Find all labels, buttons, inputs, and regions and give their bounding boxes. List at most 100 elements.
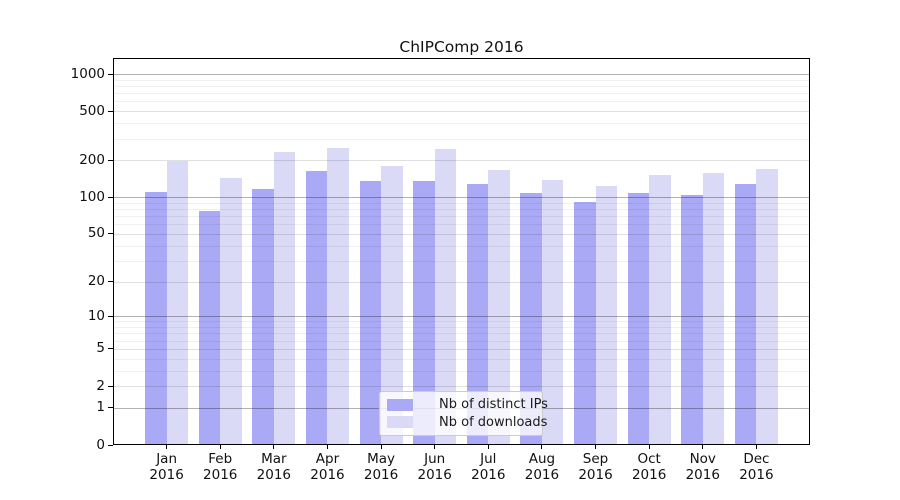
decade-grid-line [114,74,809,75]
x-tick-mark [595,445,597,449]
y-tick-mark [108,407,113,409]
x-tick-label: Oct 2016 [631,451,667,483]
minor-grid-line [114,358,809,360]
legend-swatch-distinct-ips [387,398,413,411]
legend-swatch-downloads [387,416,413,429]
minor-grid-line [114,245,809,247]
y-tick-label: 1 [96,399,105,416]
x-tick-label: Nov 2016 [685,451,720,483]
x-tick-mark [702,445,704,449]
x-tick-label: Apr 2016 [310,451,345,483]
tick-grid-line [114,386,809,387]
bar-downloads [702,173,725,444]
y-tick-mark [108,196,113,198]
tick-grid-line [114,281,809,283]
minor-grid-line [114,224,809,226]
bar-distinct-ips [681,195,703,444]
chart-title: ChIPComp 2016 [399,38,524,56]
x-tick-mark [487,445,489,449]
y-tick-label: 50 [87,225,105,242]
x-tick-label: Mar 2016 [256,451,292,483]
x-tick-label: Feb 2016 [203,451,238,483]
y-tick-label: 100 [79,188,105,205]
bar-distinct-ips [627,193,650,444]
tick-grid-line [114,111,809,113]
bar-distinct-ips [198,211,221,444]
minor-grid-line [114,202,809,204]
bar-downloads [595,185,618,444]
bar-distinct-ips [359,181,382,444]
y-tick-mark [108,233,113,235]
x-tick-label: Jul 2016 [471,451,506,483]
y-tick-label: 200 [79,151,105,168]
minor-grid-line [114,79,809,81]
y-tick-mark [108,444,113,446]
x-tick-mark [434,445,436,449]
x-tick-mark [326,445,328,449]
bar-downloads [649,174,671,444]
y-tick-label: 1000 [70,65,105,82]
y-tick-mark [108,110,113,112]
bar-downloads [434,149,457,444]
bar-distinct-ips [466,184,489,444]
minor-grid-line [114,93,809,95]
bar-downloads [756,168,778,444]
minor-grid-line [114,321,809,323]
minor-grid-line [114,209,809,211]
tick-grid-line [114,348,809,350]
y-tick-label: 20 [87,273,105,289]
minor-grid-line [114,85,809,87]
bar-downloads [381,165,403,444]
x-tick-mark [166,445,168,449]
tick-grid-line [114,160,809,162]
x-tick-mark [273,445,275,449]
legend-item-downloads: Nb of downloads [387,414,547,432]
bar-downloads [220,178,242,444]
legend-item-distinct-ips: Nb of distinct IPs [387,396,548,414]
y-tick-mark [108,385,113,387]
y-tick-mark [108,159,113,161]
legend: Nb of distinct IPs Nb of downloads [379,391,548,436]
y-tick-label: 10 [87,307,105,324]
gridlines-layer [114,59,809,444]
y-tick-mark [108,348,113,350]
decade-grid-line [114,197,809,199]
minor-grid-line [114,101,809,103]
minor-grid-line [114,370,809,372]
bar-distinct-ips [305,171,328,444]
bar-downloads [273,151,296,444]
x-tick-mark [380,445,382,449]
x-tick-mark [648,445,650,449]
tick-grid-line [114,233,809,235]
x-tick-label: Jun 2016 [417,451,452,483]
x-tick-label: May 2016 [363,451,399,483]
bar-downloads [166,161,189,444]
x-tick-label: Dec 2016 [739,451,774,483]
y-tick-label: 0 [96,436,105,453]
x-tick-label: Aug 2016 [524,451,560,483]
y-tick-label: 500 [79,102,105,119]
x-tick-mark [219,445,221,449]
minor-grid-line [114,333,809,335]
x-tick-label: Jan 2016 [149,451,184,483]
minor-grid-line [114,260,809,262]
bar-downloads [327,148,349,444]
y-tick-mark [108,281,113,282]
y-tick-mark [108,73,113,75]
legend-label: Nb of distinct IPs [439,397,548,413]
bar-distinct-ips [574,202,596,444]
minor-grid-line [114,216,809,218]
plot-area [113,58,810,445]
y-tick-label: 5 [96,340,105,357]
x-tick-label: Sep 2016 [578,451,613,483]
minor-grid-line [114,327,809,328]
minor-grid-line [114,340,809,342]
bars-layer [114,59,809,444]
bar-distinct-ips [252,188,274,444]
bar-downloads [488,170,510,444]
bar-distinct-ips [145,192,167,444]
y-tick-mark [108,315,113,317]
legend-label: Nb of downloads [439,414,548,430]
minor-grid-line [114,123,809,125]
